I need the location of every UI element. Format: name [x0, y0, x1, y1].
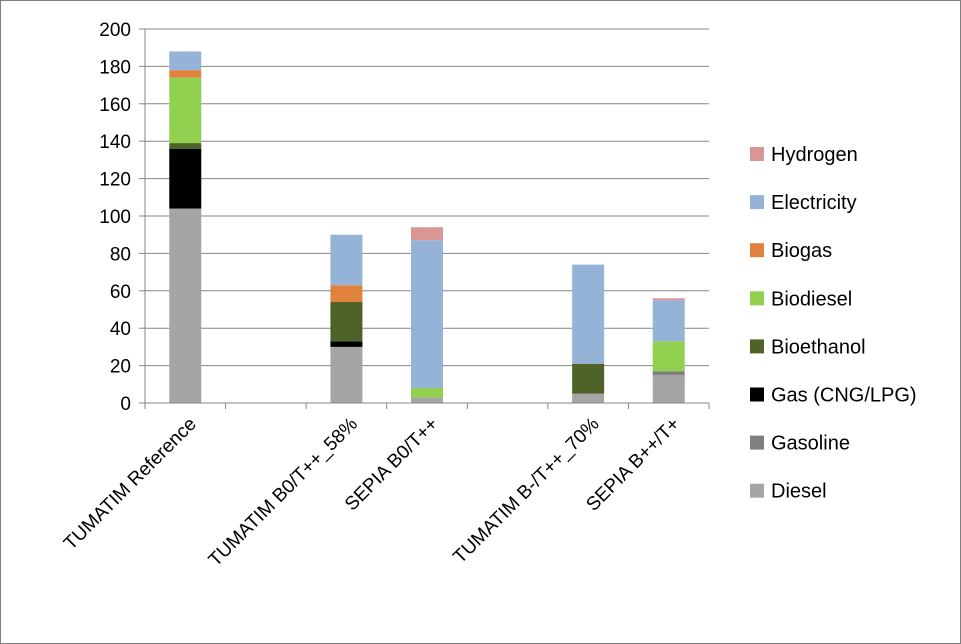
bar-segment-electricity	[411, 240, 443, 389]
x-axis-ticks: TUMATIM Reference TUMATIM B0/T++_58%SEPIA…	[60, 414, 684, 571]
bar-segment-electricity	[330, 234, 363, 286]
y-tick-label: 0	[120, 394, 131, 415]
legend-label: Bioethanol	[771, 336, 866, 358]
x-tick-label: TUMATIM Reference	[60, 414, 201, 555]
bar-segment-diesel	[330, 346, 363, 403]
y-tick-label: 20	[110, 357, 131, 378]
legend-label: Gas (CNG/LPG)	[771, 385, 917, 407]
bars	[169, 51, 685, 403]
y-tick-label: 140	[99, 132, 131, 153]
y-tick-label: 60	[110, 282, 131, 303]
bar-segment-electricity	[169, 51, 202, 71]
x-tick-label: TUMATIM B0/T++_58%	[205, 414, 362, 571]
x-tick-label: TUMATIM B-/T++_70%	[449, 414, 603, 568]
bar-segment-gasoline	[652, 371, 685, 375]
legend-label: Biogas	[771, 240, 832, 262]
legend-swatch	[750, 339, 764, 354]
legend-item: Bioethanol	[750, 336, 866, 358]
bar-segment-biodiesel	[652, 341, 685, 372]
bar-segment-gas-cng-lpg	[330, 341, 363, 347]
bar-segment-electricity	[652, 300, 685, 342]
legend-label: Gasoline	[771, 433, 850, 455]
bar-segment-hydrogen	[652, 298, 685, 301]
bar-segment-biogas	[169, 70, 202, 78]
legend-label: Biodiesel	[771, 288, 852, 310]
legend: Hydrogen Electricity Biogas Biodiesel Bioeth…	[750, 144, 917, 503]
legend-item: Biogas	[750, 240, 832, 262]
y-tick-label: 180	[99, 57, 131, 78]
y-tick-label: 200	[99, 20, 131, 41]
legend-swatch	[750, 147, 764, 161]
bar-segment-diesel	[411, 397, 443, 403]
bar-segment-bioethanol	[330, 302, 363, 342]
gridlines	[145, 28, 709, 367]
legend-swatch	[750, 483, 764, 498]
bar-segment-biodiesel	[411, 388, 443, 398]
bar-segment-bioethanol	[169, 143, 202, 149]
bar-segment-diesel	[572, 393, 605, 403]
bar-segment-biodiesel	[169, 77, 202, 144]
legend-item: Hydrogen	[750, 144, 858, 166]
legend-item: Electricity	[750, 192, 857, 214]
bar-segment-bioethanol	[572, 363, 605, 394]
bar-segment-diesel	[652, 374, 685, 403]
legend-swatch	[750, 387, 764, 402]
legend-item: Biodiesel	[750, 288, 852, 310]
bar-segment-biogas	[330, 285, 363, 303]
legend-swatch	[750, 243, 764, 258]
legend-swatch	[750, 291, 764, 306]
legend-label: Electricity	[771, 192, 857, 214]
bar-segment-gas-cng-lpg	[169, 148, 202, 209]
y-tick-label: 80	[110, 244, 131, 265]
y-tick-label: 120	[99, 170, 131, 191]
legend-item: Diesel	[750, 481, 827, 503]
legend-swatch	[750, 195, 764, 210]
y-axis-ticks: 0 20 40 60 80 100 120 140 160 180 200	[99, 20, 145, 415]
legend-label: Hydrogen	[771, 144, 858, 166]
bar-segment-hydrogen	[411, 227, 443, 241]
y-tick-label: 40	[110, 319, 131, 340]
legend-item: Gasoline	[750, 433, 850, 455]
y-tick-label: 160	[99, 95, 131, 116]
y-tick-label: 100	[99, 207, 131, 228]
bar-segment-diesel	[169, 208, 202, 403]
legend-item: Gas (CNG/LPG)	[750, 385, 917, 407]
legend-swatch	[750, 435, 764, 450]
legend-label: Diesel	[771, 481, 827, 503]
bar-segment-electricity	[572, 264, 605, 364]
